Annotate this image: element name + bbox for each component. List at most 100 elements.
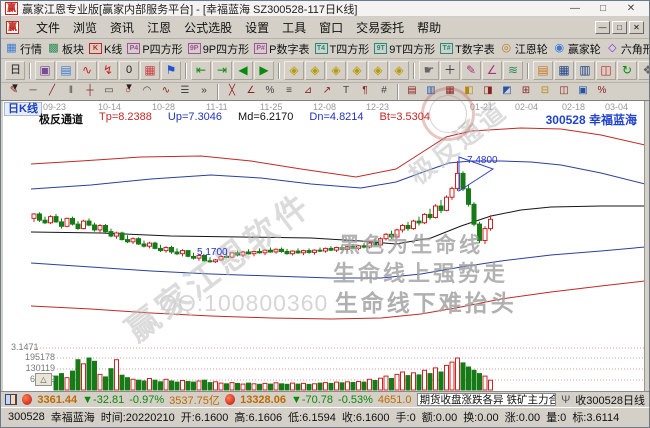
diamond-collapse-button[interactable]: ◈ (389, 61, 409, 80)
minus-grid-button[interactable]: ⊟ (536, 84, 554, 99)
fibonacci-button[interactable]: ☰ (176, 84, 194, 99)
sectors-button[interactable]: ▩ 板块 (46, 40, 85, 58)
ruler-button[interactable]: # (375, 84, 393, 99)
info-button[interactable]: ▤ (56, 61, 76, 80)
gann-cross-button[interactable]: ╳ (223, 84, 241, 99)
maximize-button[interactable]: □ (599, 3, 607, 14)
chart-area[interactable]: 日K线 09-23 10-14 10-28 11-11 11-25 12-08 12-23 0… (1, 87, 649, 391)
pen-button[interactable]: ✎ (5, 84, 23, 99)
market-grid-icon[interactable] (5, 394, 18, 405)
menu-item-file[interactable]: 文件 (36, 21, 61, 35)
parallel-channel-button[interactable]: ‖ (62, 84, 80, 99)
9t-square-button[interactable]: 9T 9T四方形 (373, 40, 436, 58)
close-button[interactable]: ✕ (626, 3, 636, 14)
save-button[interactable]: ◫ (596, 61, 616, 80)
diamond-up-button[interactable]: ◈ (326, 61, 346, 80)
rectangle-button[interactable]: ▭ (100, 84, 118, 99)
volume-profile-button[interactable]: ▤ (403, 84, 421, 99)
annotation-layer (458, 156, 495, 192)
menu-item-gann[interactable]: 江恩 (147, 21, 172, 35)
rectangle-icon: ▭ (104, 85, 114, 96)
winner-wheel-button[interactable]: ◉ 赢家轮 (552, 40, 602, 58)
trend-line-button[interactable]: ╱ (43, 84, 61, 99)
percent-retrace-button[interactable]: % (261, 84, 279, 99)
service-cart-button[interactable]: ❖ (638, 61, 649, 80)
more-tools-button[interactable]: » (195, 84, 213, 99)
9p-square-button[interactable]: 9P 9P四方形 (187, 40, 250, 58)
panel-toggle-button[interactable]: △ (35, 373, 52, 386)
p-table-label: P数字表 (269, 43, 310, 56)
calculator-button[interactable]: ▦ (554, 61, 574, 80)
child-minimize-button[interactable]: — (595, 21, 610, 34)
flag-mark-button[interactable]: ¶ (356, 84, 374, 99)
calculator-icon: ▦ (558, 63, 570, 77)
flag-button[interactable]: ⚑ (161, 61, 181, 80)
menu-item-window[interactable]: 窗口 (319, 21, 344, 35)
diamond-down-button[interactable]: ◈ (347, 61, 367, 80)
diamond-expand-button[interactable]: ◈ (368, 61, 388, 80)
kline-button[interactable]: K K线 (88, 40, 123, 58)
boxed-square-button[interactable]: ▣ (574, 84, 592, 99)
data-table-button[interactable]: ▥ (575, 61, 595, 80)
trend-up-button[interactable]: ∿ (77, 61, 97, 80)
ellipse-button[interactable]: ○ (119, 84, 137, 99)
quotes-button[interactable]: ▦ 行情 (4, 40, 43, 58)
arrow-mark-button[interactable]: ↗ (318, 84, 336, 99)
p-square-button[interactable]: P4 P四方形 (126, 40, 183, 58)
pen-tool-button[interactable]: ✎ (461, 61, 481, 80)
shade-right-button[interactable]: ◨ (479, 84, 497, 99)
child-close-button[interactable]: ✕ (629, 21, 644, 34)
menu-item-tools[interactable]: 工具 (282, 21, 307, 35)
tab-daily-kline[interactable]: 日K线 (4, 102, 42, 116)
gann-grid-button[interactable]: ▦ (140, 61, 160, 80)
zero-dropdown-button[interactable]: 0 ▾ (119, 61, 139, 93)
diamond-left-button[interactable]: ◈ (284, 61, 304, 80)
p-table-button[interactable]: P# P数字表 (253, 40, 310, 58)
percent-tool-button[interactable]: % (593, 84, 611, 99)
first-bar-button[interactable]: ⇤ (191, 61, 211, 80)
price-axis-bottom-label: 3.1471 (11, 342, 39, 352)
prev-bar-button[interactable]: ◀ (233, 61, 253, 80)
triangle-tool-button[interactable]: ⊿ (299, 84, 317, 99)
cross-line-button[interactable]: ┼ (81, 84, 99, 99)
9t-square-label: 9T四方形 (389, 43, 436, 56)
wave-tool-button[interactable]: ≋ (503, 61, 523, 80)
fan-tool-button[interactable]: ∠ (482, 61, 502, 80)
hand-tool-button[interactable]: ☛ (419, 61, 439, 80)
minimize-button[interactable]: — (570, 3, 580, 14)
t-square-button[interactable]: T4 T四方形 (314, 40, 371, 58)
news-ticker[interactable]: 期货收盘涨跌各异 铁矿主力合约涨超7% (416, 393, 557, 406)
notebook-button[interactable]: ▤ (533, 61, 553, 80)
diamond-right-button[interactable]: ◈ (305, 61, 325, 80)
t-table-button[interactable]: T# T数字表 (439, 40, 496, 58)
menu-item-formula-pick[interactable]: 公式选股 (184, 21, 233, 35)
arc-button[interactable]: ◠ (138, 84, 156, 99)
menu-item-settings[interactable]: 设置 (245, 21, 270, 35)
refresh-button[interactable]: ↻ (617, 61, 637, 80)
menu-item-browse[interactable]: 浏览 (73, 21, 98, 35)
hexagon-button[interactable]: ◇六角形 (605, 40, 649, 58)
period-dropdown-button[interactable]: 日 ▾ (5, 61, 25, 93)
matrix-tool-button[interactable]: ▦ (441, 84, 459, 99)
band-tool-button[interactable]: ▥ (422, 84, 440, 99)
gann-wheel-button[interactable]: ◎ 江恩轮 (499, 40, 549, 58)
plus-grid-button[interactable]: ⊞ (517, 84, 535, 99)
text-label-button[interactable]: T (337, 84, 355, 99)
last-bar-button[interactable]: ⇥ (212, 61, 232, 80)
menu-item-trade[interactable]: 交易委托 (356, 21, 405, 35)
sz-index-pct: -0.53% (338, 393, 373, 406)
overlay-button[interactable]: ▣ (35, 61, 55, 80)
trend-mark-button[interactable]: ↯ (98, 61, 118, 80)
menu-item-help[interactable]: 帮助 (417, 21, 442, 35)
horizontal-line-button[interactable]: ─ (24, 84, 42, 99)
gann-angle-button[interactable]: ∠ (242, 84, 260, 99)
wave-button[interactable]: ∿ (157, 84, 175, 99)
menu-item-news[interactable]: 资讯 (110, 21, 135, 35)
child-restore-button[interactable]: □ (612, 21, 627, 34)
regression-button[interactable]: ≡ (280, 84, 298, 99)
half-shade-button[interactable]: ◧ (460, 84, 478, 99)
corner-shade-button[interactable]: ◩ (498, 84, 516, 99)
window-split-button[interactable]: ◫ (555, 84, 573, 99)
crosshair-button[interactable]: ＋ (440, 61, 460, 80)
next-bar-button[interactable]: ▶ (254, 61, 274, 80)
